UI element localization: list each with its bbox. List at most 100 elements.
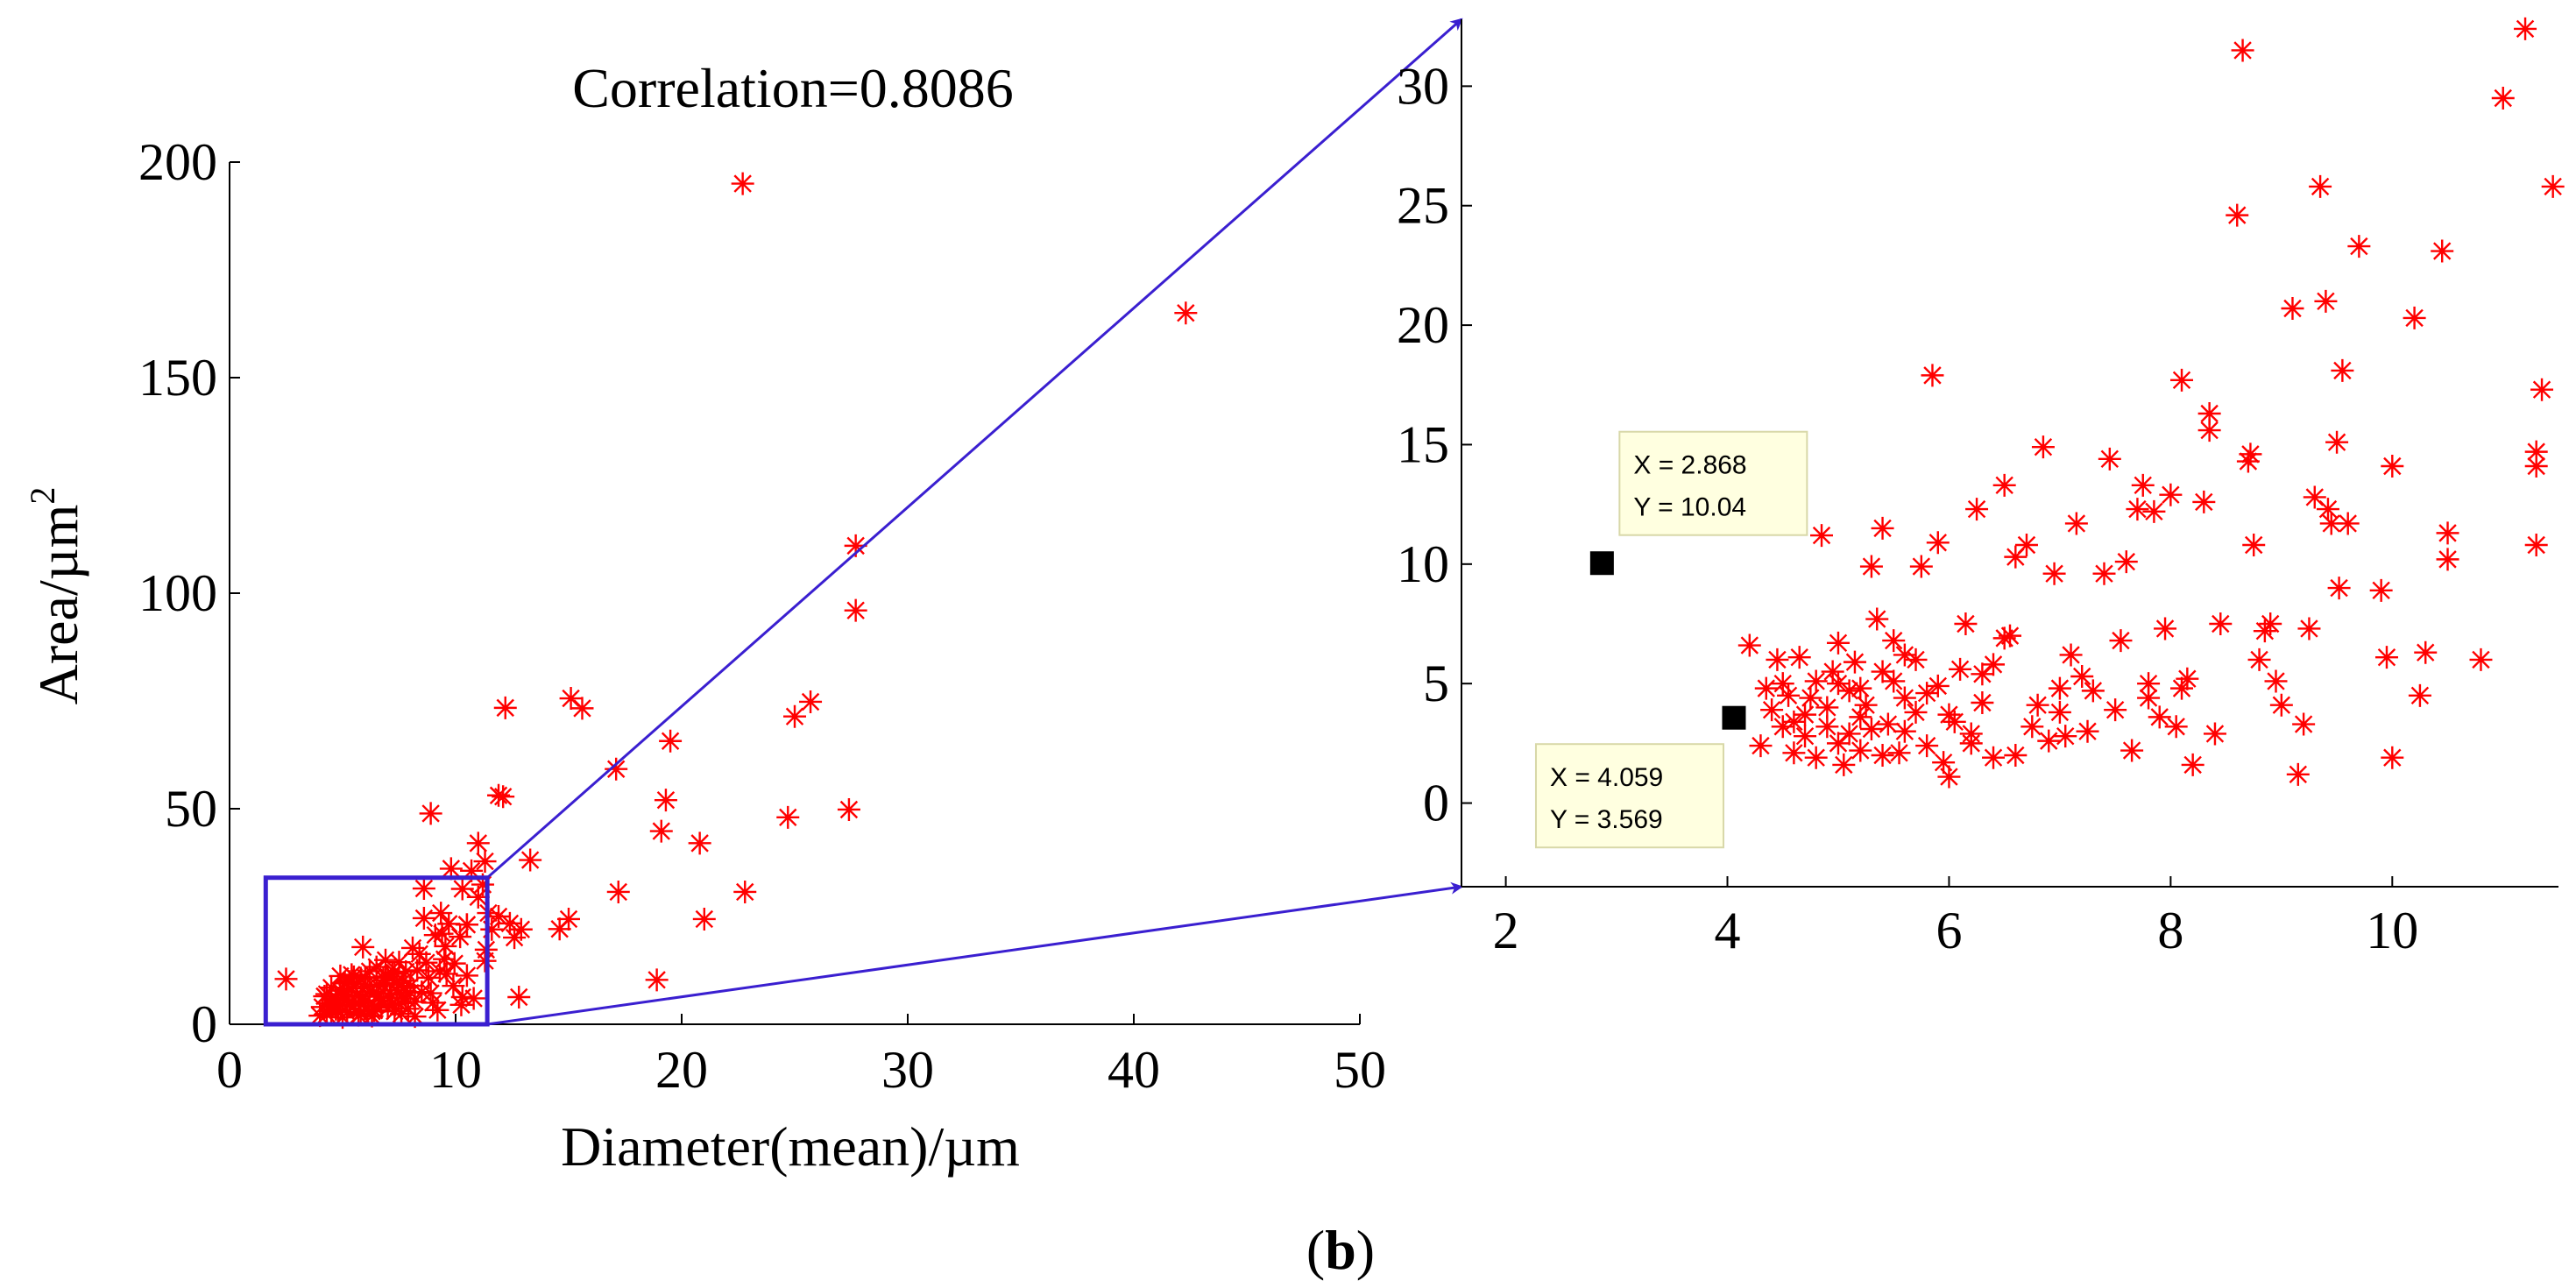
zoom-data-point: [1893, 719, 1916, 743]
zoom-data-point: [2026, 693, 2049, 717]
main-data-point: [357, 959, 381, 983]
zoom-data-point: [1760, 698, 1784, 722]
zoom-data-point: [1821, 660, 1844, 683]
main-data-point: [364, 955, 388, 979]
main-data-point: [329, 979, 352, 1002]
main-data-point: [383, 960, 407, 984]
zoom-data-point: [2054, 725, 2077, 748]
zoom-data-point: [1810, 524, 1834, 548]
main-data-point: [487, 783, 511, 807]
zoom-data-point: [2181, 753, 2204, 776]
main-data-point: [430, 922, 454, 945]
zoom-data-point: [2319, 512, 2343, 535]
zoom-data-point: [2209, 612, 2233, 635]
zoom-data-point: [2231, 39, 2254, 62]
zoom-x-tick-label: 4: [1715, 902, 1741, 959]
main-data-point: [329, 964, 352, 987]
main-data-point: [419, 802, 442, 825]
main-data-point: [406, 959, 429, 982]
zoom-data-point: [1766, 648, 1789, 671]
main-data-point: [356, 974, 379, 998]
zoom-y-tick-label: 25: [1397, 177, 1449, 235]
zoom-data-point: [1882, 629, 1906, 653]
main-data-point: [385, 979, 408, 1002]
zoom-data-point: [1971, 662, 1994, 686]
main-data-point: [407, 942, 431, 966]
zoom-data-point: [2236, 449, 2260, 473]
main-y-tick-label: 100: [138, 564, 217, 622]
zoom-data-point: [1982, 653, 2006, 676]
zoom-data-point: [1871, 744, 1894, 767]
main-y-axis-label-text: Area/µm: [27, 505, 89, 705]
zoom-data-point: [1794, 703, 1817, 726]
main-data-point: [428, 959, 451, 983]
main-data-point: [403, 1005, 427, 1029]
main-data-point: [308, 1004, 332, 1028]
main-data-point: [466, 832, 490, 855]
zoom-x-tick-label: 6: [1936, 902, 1962, 959]
main-data-point: [387, 951, 411, 974]
zoom-data-point: [2109, 629, 2133, 653]
zoom-data-point: [1837, 679, 1861, 703]
datatip-box: [1618, 430, 1808, 536]
zoom-y-tick-label: 0: [1423, 775, 1449, 832]
zoom-data-point: [1849, 705, 1872, 729]
zoom-data-point: [2020, 715, 2044, 739]
figure-label: (b): [1306, 1219, 1375, 1281]
datatip-x-label: X = 2.868: [1633, 451, 1746, 480]
zoom-indicator: [263, 18, 1463, 1027]
figure-label-letter: b: [1325, 1219, 1356, 1281]
zoom-data-point: [2142, 499, 2166, 523]
zoom-data-point: [2414, 640, 2438, 664]
zoom-data-point: [2159, 483, 2183, 506]
main-data-point: [433, 947, 456, 971]
main-data-point: [492, 785, 515, 809]
zoom-data-point: [2131, 473, 2155, 497]
main-data-point: [412, 877, 435, 901]
main-data-point: [390, 1002, 414, 1026]
main-data-point: [606, 880, 630, 903]
zoom-data-point: [2137, 686, 2161, 710]
main-data-point: [519, 848, 542, 872]
main-data-point: [387, 991, 411, 1015]
zoom-data-point: [2327, 577, 2351, 600]
main-data-point: [507, 986, 531, 1008]
main-y-tick-label: 150: [138, 349, 217, 407]
main-y-tick-label: 200: [138, 133, 217, 191]
zoom-data-point: [1837, 722, 1861, 746]
main-data-point: [392, 976, 415, 1000]
zoom-data-point: [1849, 739, 1872, 762]
zoom-data-point: [2004, 545, 2028, 569]
zoom-data-point: [2286, 762, 2310, 786]
main-data-point: [645, 968, 669, 992]
zoom-data-point: [2408, 683, 2431, 707]
zoom-data-point: [2316, 498, 2339, 521]
zoom-data-point: [2197, 402, 2221, 425]
main-data-point: [455, 913, 478, 937]
zoom-data-point: [1826, 732, 1850, 755]
zoom-data-point: [2081, 679, 2105, 703]
zoom-data-point: [1926, 531, 1950, 555]
zoom-data-point: [2314, 289, 2338, 313]
zoom-data-point: [2331, 358, 2354, 382]
zoom-data-point: [1815, 715, 1839, 739]
main-x-tick-label: 0: [216, 1041, 243, 1099]
zoom-data-point: [2325, 430, 2349, 454]
datatip-marker[interactable]: [1587, 548, 1617, 578]
main-chart-title: Correlation=0.8086: [572, 57, 1014, 119]
zoom-data-point: [2239, 442, 2262, 466]
zoom-data-point: [2176, 667, 2199, 690]
zoom-data-point: [1843, 650, 1866, 674]
main-data-point: [320, 1000, 343, 1023]
zoom-data-points: [1737, 17, 2565, 789]
zoom-data-point: [2104, 698, 2127, 722]
zoom-data-point: [2347, 235, 2371, 258]
main-data-point: [548, 917, 571, 941]
datatip-marker[interactable]: [1719, 703, 1749, 732]
datatip[interactable]: X = 2.868 Y = 10.04: [1587, 430, 1808, 578]
datatip[interactable]: X = 4.059 Y = 3.569: [1534, 703, 1749, 849]
main-data-point: [450, 986, 474, 1008]
zoom-data-point: [1943, 710, 1966, 733]
main-data-point: [557, 907, 580, 931]
zoom-data-point: [2381, 746, 2404, 769]
